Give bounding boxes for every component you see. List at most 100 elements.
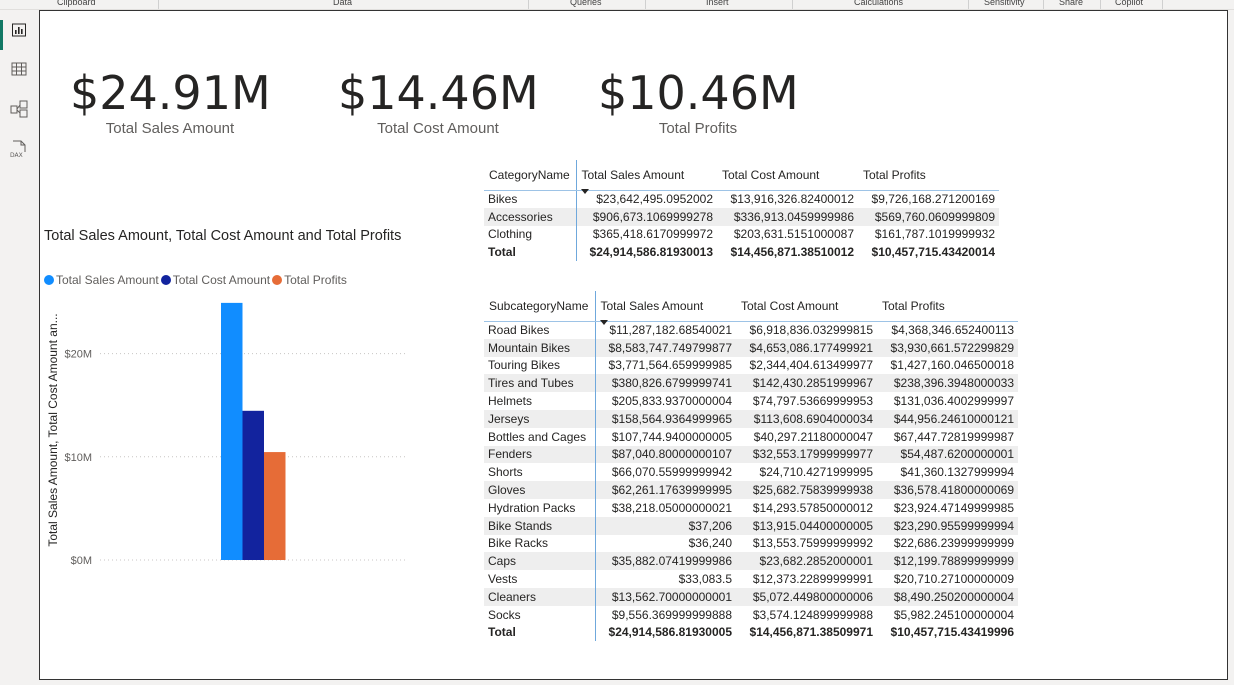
table-row[interactable]: Bikes $23,642,495.0952002 $13,916,326.8240… — [484, 190, 999, 208]
legend-item-profits[interactable]: Total Profits — [272, 273, 347, 287]
value-cell: $238,396.3948000033 — [877, 374, 1018, 393]
table-row[interactable]: Hydration Packs $38,218.05000000021 $14,29… — [484, 498, 1018, 517]
kpi-card-profits[interactable]: $10.46M Total Profits — [598, 70, 799, 137]
table-row[interactable]: Cleaners $13,562.70000000001 $5,072.449800… — [484, 587, 1018, 606]
total-value-cell: $24,914,586.81930013 — [589, 245, 713, 260]
value-cell: $74,797.53669999953 — [752, 394, 873, 409]
ribbon-group-clipboard[interactable]: Clipboard — [57, 0, 96, 7]
column-header-sorted[interactable]: Total Sales Amount — [576, 160, 717, 194]
kpi-card-sales[interactable]: $24.91M Total Sales Amount — [70, 70, 271, 137]
bar-total-profits[interactable] — [264, 452, 286, 560]
ribbon-group-calculations[interactable]: Calculations — [854, 0, 904, 7]
ribbon-group-queries[interactable]: Queries — [570, 0, 602, 7]
row-label-cell: Jerseys — [484, 409, 596, 428]
view-switcher: DAX — [0, 10, 38, 685]
bar-total-sales-amount[interactable] — [221, 302, 243, 560]
value-cell: $113,608.6904000034 — [736, 409, 877, 428]
kpi-card-cost[interactable]: $14.46M Total Cost Amount — [338, 66, 539, 137]
value-cell: $23,642,495.0952002 — [596, 192, 713, 207]
row-label-cell: Cleaners — [484, 587, 596, 606]
row-label-cell: Clothing — [484, 225, 577, 244]
total-row: Total $24,914,586.81930005 $14,456,871.385… — [484, 623, 1018, 642]
column-header[interactable]: CategoryName — [484, 160, 577, 191]
value-cell: $5,982.245100000004 — [893, 607, 1014, 622]
value-cell: $365,418.6170999972 — [592, 227, 713, 242]
total-value-cell: $14,456,871.38509971 — [749, 625, 873, 640]
table-row[interactable]: Shorts $66,070.55999999942 $24,710.4271999… — [484, 463, 1018, 482]
table-row[interactable]: Socks $9,556.369999999888 $3,574.124899999… — [484, 605, 1018, 624]
ribbon-group-copilot[interactable]: Copilot — [1115, 0, 1144, 7]
table-row[interactable]: Accessories $906,673.1069999278 $336,913.0… — [484, 207, 999, 226]
ribbon-group-sensitivity[interactable]: Sensitivity — [984, 0, 1025, 7]
kpi-value: $14.46M — [338, 66, 539, 120]
row-label-cell: Bikes — [484, 190, 577, 208]
kpi-label: Total Sales Amount — [105, 120, 235, 137]
chart-title: Total Sales Amount, Total Cost Amount an… — [44, 228, 402, 244]
table-row[interactable]: Helmets $205,833.9370000004 $74,797.536699… — [484, 392, 1018, 410]
model-view-icon — [10, 100, 28, 118]
value-cell: $22,686.23999999999 — [893, 536, 1014, 551]
sort-descending-icon — [580, 188, 589, 194]
row-label-cell: Socks — [484, 605, 596, 624]
report-view-button[interactable] — [0, 11, 38, 49]
kpi-label: Total Cost Amount — [377, 120, 499, 137]
legend-item-cost[interactable]: Total Cost Amount — [160, 273, 270, 287]
value-cell: $336,913.0459999986 — [717, 207, 858, 226]
row-label-cell: Fenders — [484, 445, 596, 464]
table-row[interactable]: Bottles and Cages $107,744.9400000005 $40,… — [484, 427, 1018, 446]
value-cell: $37,206 — [595, 516, 736, 535]
column-header[interactable]: Total Cost Amount — [717, 160, 858, 191]
value-cell: $569,760.0609999809 — [858, 207, 999, 226]
value-cell: $13,553.75999999992 — [752, 536, 873, 551]
category-table[interactable]: CategoryName Total Sales Amount Total Co… — [484, 160, 999, 262]
value-cell: $2,344,404.613499977 — [749, 358, 873, 373]
total-label-cell: Total — [484, 243, 577, 262]
ribbon-group-insert[interactable]: Insert — [706, 0, 729, 7]
chart-legend: Total Sales Amount Total Cost Amount Tot… — [44, 273, 349, 287]
table-row[interactable]: Bike Stands $37,206 $13,915.04400000005 $23… — [484, 516, 1018, 535]
active-view-indicator — [0, 20, 3, 50]
value-cell: $54,487.6200000001 — [877, 445, 1018, 464]
column-header[interactable]: SubcategoryName — [484, 291, 596, 322]
column-header-label: Total Sales Amount — [600, 298, 704, 313]
table-row[interactable]: Jerseys $158,564.9364999965 $113,608.69040… — [484, 409, 1018, 428]
table-row[interactable]: Fenders $87,040.80000000107 $32,553.179999… — [484, 445, 1018, 464]
table-row[interactable]: Vests $33,083.5 $12,373.22899999991 $20,710… — [484, 570, 1018, 588]
column-header[interactable]: Total Profits — [877, 291, 1018, 322]
y-tick-label: $20M — [64, 349, 92, 361]
row-label-cell: Bike Stands — [484, 516, 596, 535]
value-cell: $25,682.75839999938 — [736, 481, 877, 499]
value-cell: $36,578.41800000069 — [877, 481, 1018, 499]
table-view-button[interactable] — [0, 50, 38, 88]
legend-marker — [160, 275, 171, 285]
clustered-column-chart[interactable]: Total Sales Amount, Total Cost Amount an… — [40, 290, 412, 570]
column-header-sorted[interactable]: Total Sales Amount — [595, 291, 736, 325]
model-view-button[interactable] — [0, 90, 38, 128]
legend-item-sales[interactable]: Total Sales Amount — [44, 273, 159, 287]
table-header-row: CategoryName Total Sales Amount Total Co… — [484, 160, 999, 194]
value-cell: $158,564.9364999965 — [595, 409, 736, 428]
table-row[interactable]: Tires and Tubes $380,826.6799999741 $142,4… — [484, 374, 1018, 393]
subcategory-table[interactable]: SubcategoryName Total Sales Amount Total… — [484, 291, 1018, 642]
table-row[interactable]: Caps $35,882.07419999986 $23,682.285200000… — [484, 552, 1018, 571]
total-label-cell: Total — [484, 623, 596, 642]
value-cell: $33,083.5 — [678, 572, 732, 587]
value-cell: $67,447.72819999987 — [893, 429, 1014, 444]
kpi-label: Total Profits — [658, 120, 738, 137]
table-row[interactable]: Mountain Bikes $8,583,747.749799877 $4,653… — [484, 338, 1018, 357]
row-label-cell: Tires and Tubes — [484, 374, 596, 393]
value-cell: $8,583,747.749799877 — [595, 338, 736, 357]
table-row[interactable]: Touring Bikes $3,771,564.659999985 $2,344,… — [484, 356, 1018, 375]
ribbon-group-data[interactable]: Data — [333, 0, 353, 7]
dax-query-view-button[interactable]: DAX — [0, 130, 38, 168]
right-pane-edge — [1229, 10, 1234, 685]
table-row[interactable]: Clothing $365,418.6170999972 $203,631.5151… — [484, 225, 999, 244]
value-cell: $24,710.4271999995 — [759, 465, 873, 480]
table-row[interactable]: Road Bikes $11,287,182.68540021 $6,918,836… — [484, 321, 1018, 339]
column-header[interactable]: Total Profits — [858, 160, 999, 191]
bar-total-cost-amount[interactable] — [242, 410, 265, 560]
ribbon-group-share[interactable]: Share — [1059, 0, 1084, 7]
table-row[interactable]: Bike Racks $36,240 $13,553.75999999992 $22,… — [484, 534, 1018, 553]
column-header[interactable]: Total Cost Amount — [736, 291, 877, 322]
table-row[interactable]: Gloves $62,261.17639999995 $25,682.7583999… — [484, 481, 1018, 499]
